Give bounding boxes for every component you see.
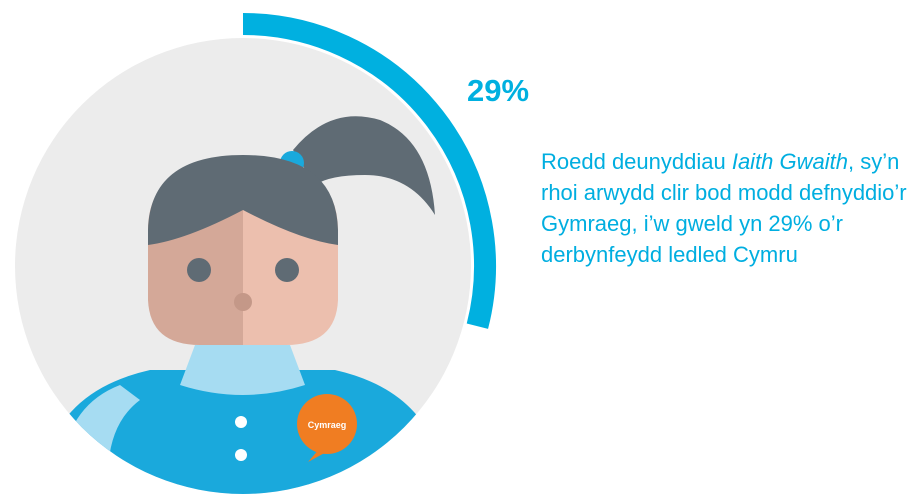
caption: Roedd deunyddiau Iaith Gwaith, sy’n rhoi… <box>541 146 913 270</box>
button <box>235 449 247 461</box>
eye <box>187 258 211 282</box>
badge-text: Cymraeg <box>308 420 347 430</box>
collar <box>180 345 305 395</box>
button <box>235 416 247 428</box>
nose <box>234 293 252 311</box>
eye <box>275 258 299 282</box>
caption-italic: Iaith Gwaith <box>732 149 848 174</box>
caption-text: Roedd deunyddiau <box>541 149 732 174</box>
value-label: 29% <box>467 73 529 108</box>
page: Cymraeg 29% Roedd deunyddiau Iaith Gwait… <box>0 0 917 504</box>
